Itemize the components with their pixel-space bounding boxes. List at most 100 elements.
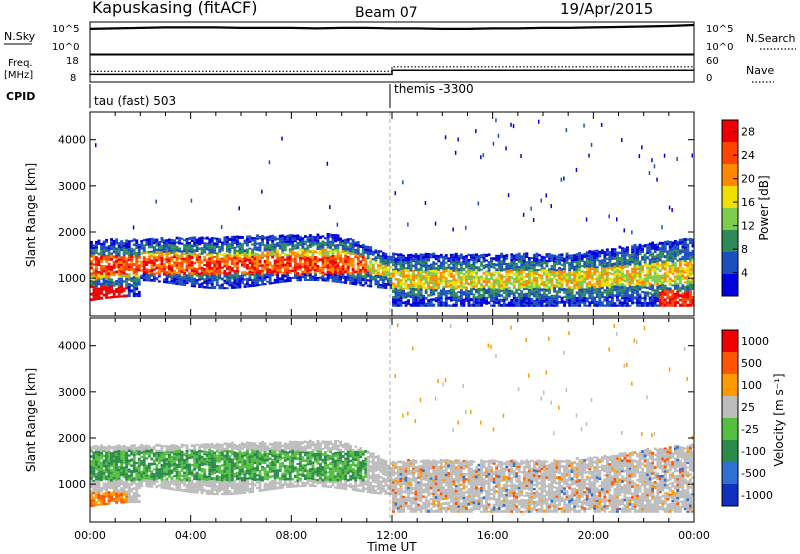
heat-cell <box>178 247 181 250</box>
heat-cell <box>248 247 252 250</box>
heat-cell <box>578 274 582 276</box>
heat-cell <box>424 266 428 269</box>
heat-cell <box>621 294 624 298</box>
heat-cell <box>397 256 400 259</box>
heat-cell <box>689 256 692 260</box>
heat-cell <box>168 241 171 244</box>
heat-cell <box>545 259 549 263</box>
heat-cell <box>515 273 519 277</box>
heat-cell <box>689 263 692 266</box>
heat-cell <box>301 257 305 260</box>
heat-cell <box>137 248 141 251</box>
heat-cell <box>175 453 179 456</box>
heat-cell <box>454 297 458 300</box>
heat-cell <box>676 301 680 304</box>
heat-cell <box>633 296 637 300</box>
heat-cell <box>130 250 134 253</box>
heat-cell <box>668 256 672 260</box>
heat-cell <box>122 268 126 272</box>
heat-cell <box>457 298 461 302</box>
heat-cell <box>427 253 431 256</box>
heat-cell <box>689 241 692 244</box>
heat-cell <box>288 262 292 265</box>
heat-cell <box>120 461 124 464</box>
heat-cell <box>379 283 383 287</box>
heat-cell <box>261 254 264 257</box>
heat-cell <box>95 447 98 451</box>
heat-cell <box>427 284 431 287</box>
heat-cell <box>336 267 340 270</box>
heat-cell <box>520 285 524 289</box>
heat-cell <box>651 298 655 302</box>
heat-cell <box>673 252 677 255</box>
heat-cell <box>308 256 312 259</box>
heat-cell <box>163 239 166 242</box>
heat-cell <box>399 256 403 260</box>
heat-cell <box>354 275 358 279</box>
heat-cell <box>608 290 612 294</box>
heat-cell <box>344 263 348 266</box>
heat-cell <box>686 278 690 281</box>
heat-cell <box>636 304 639 307</box>
heat-cell <box>522 288 526 291</box>
heat-cell <box>522 304 526 307</box>
heat-cell <box>321 266 325 269</box>
heat-cell <box>346 241 350 244</box>
heat-cell <box>246 258 249 262</box>
heat-cell <box>145 449 149 453</box>
heat-cell <box>661 225 663 230</box>
heat-cell <box>381 284 385 287</box>
heat-cell <box>643 291 647 295</box>
heat-cell <box>419 258 423 261</box>
heat-cell <box>366 255 370 258</box>
heat-cell <box>175 278 179 281</box>
heat-cell <box>303 247 307 251</box>
heat-cell <box>399 253 403 257</box>
heat-cell <box>676 284 680 288</box>
heat-cell <box>137 445 141 449</box>
heat-cell <box>545 281 549 285</box>
heat-cell <box>165 274 169 278</box>
heat-cell <box>691 264 695 266</box>
heat-cell <box>276 276 280 279</box>
heat-cell <box>371 253 375 256</box>
heat-cell <box>112 248 116 251</box>
heat-cell <box>185 238 189 240</box>
heat-cell <box>663 292 667 296</box>
heat-cell <box>678 281 682 285</box>
heat-cell <box>97 279 101 283</box>
heat-cell <box>100 247 103 251</box>
velocity-ylabel: Slant Range [km] <box>24 368 38 472</box>
heat-cell <box>311 275 315 278</box>
heat-cell <box>230 286 234 289</box>
heat-cell <box>190 469 194 472</box>
power-colorbar-tick-label: 12 <box>741 220 755 233</box>
heat-cell <box>638 262 642 266</box>
heat-cell <box>387 268 390 271</box>
heat-cell <box>505 257 509 260</box>
heat-cell <box>145 268 149 272</box>
heat-cell <box>417 263 421 265</box>
heat-cell <box>603 304 607 307</box>
heat-cell <box>132 289 136 293</box>
heat-cell <box>253 244 257 247</box>
heat-cell <box>110 254 113 258</box>
heat-cell <box>210 258 214 262</box>
heat-cell <box>583 296 587 300</box>
heat-cell <box>266 270 270 274</box>
heat-cell <box>188 274 191 277</box>
heat-cell <box>402 287 405 290</box>
heat-cell <box>140 269 144 273</box>
heat-cell <box>168 462 171 466</box>
heat-cell <box>253 252 257 255</box>
heat-cell <box>220 266 224 269</box>
heat-cell <box>316 265 320 268</box>
heat-cell <box>495 283 499 287</box>
heat-cell <box>173 280 176 283</box>
heat-cell <box>173 447 176 451</box>
heat-cell <box>472 295 476 299</box>
heat-cell <box>142 252 146 255</box>
heat-cell <box>550 294 554 297</box>
heat-cell <box>573 254 577 257</box>
heat-cell <box>130 481 134 484</box>
